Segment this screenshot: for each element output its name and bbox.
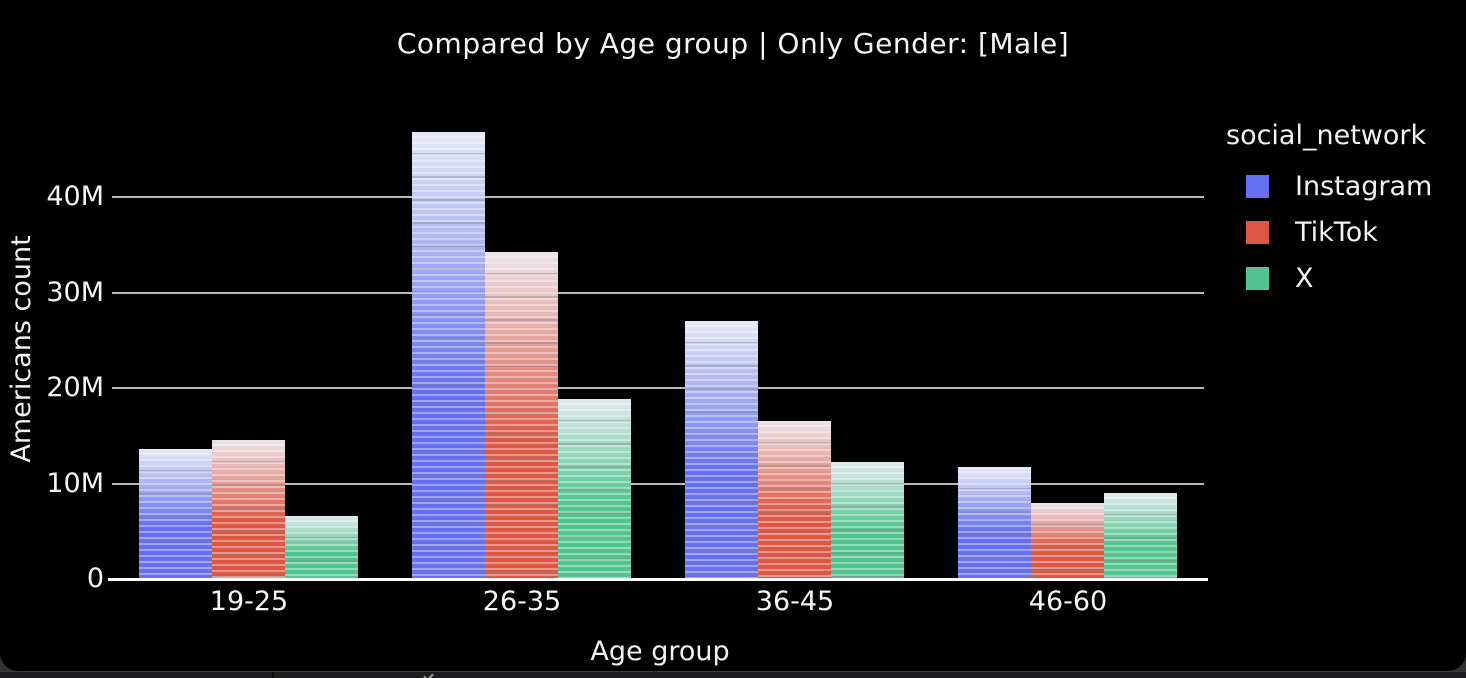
y-tick-label-0: 0 — [86, 563, 104, 594]
x-tick-label-26-35: 26-35 — [482, 586, 562, 617]
strip-separator — [272, 672, 274, 678]
bottom-taskbar-strip — [0, 670, 1466, 678]
legend-item-instagram[interactable]: Instagram — [1222, 163, 1466, 209]
bar-x-26-35[interactable] — [558, 399, 631, 579]
bar-instagram-46-60[interactable] — [958, 467, 1031, 579]
gridline-40M — [112, 196, 1204, 198]
x-axis-title: Age group — [590, 636, 730, 667]
legend-label: X — [1295, 262, 1314, 294]
chart-title: Compared by Age group | Only Gender: [Ma… — [396, 27, 1070, 60]
gridline-30M — [112, 292, 1204, 294]
bar-tiktok-26-35[interactable] — [485, 252, 558, 579]
legend-label: Instagram — [1295, 170, 1433, 202]
legend-item-x[interactable]: X — [1222, 255, 1466, 301]
bar-tiktok-19-25[interactable] — [212, 440, 285, 579]
x-axis-baseline — [108, 578, 1208, 581]
x-tick-label-19-25: 19-25 — [209, 586, 289, 617]
chevron-down-icon — [423, 670, 434, 678]
y-tick-label-30M: 30M — [46, 277, 104, 308]
gridline-10M — [112, 483, 1204, 485]
y-tick-label-40M: 40M — [46, 181, 104, 212]
y-tick-label-10M: 10M — [46, 468, 104, 499]
bar-instagram-19-25[interactable] — [139, 449, 212, 579]
x-tick-label-36-45: 36-45 — [755, 586, 835, 617]
legend-swatch-x — [1246, 266, 1269, 290]
legend-item-tiktok[interactable]: TikTok — [1222, 209, 1466, 255]
gridline-20M — [112, 387, 1204, 389]
bar-x-19-25[interactable] — [285, 516, 358, 579]
bar-x-46-60[interactable] — [1104, 493, 1177, 579]
bar-tiktok-36-45[interactable] — [758, 421, 831, 579]
bar-instagram-26-35[interactable] — [412, 132, 485, 579]
y-tick-label-20M: 20M — [46, 372, 104, 403]
legend: social_network Instagram TikTok X — [1222, 120, 1466, 301]
x-tick-label-46-60: 46-60 — [1028, 586, 1108, 617]
bar-x-36-45[interactable] — [831, 462, 904, 579]
bar-instagram-36-45[interactable] — [685, 321, 758, 579]
legend-swatch-instagram — [1246, 174, 1269, 198]
legend-label: TikTok — [1295, 216, 1378, 248]
legend-items: Instagram TikTok X — [1222, 163, 1466, 301]
legend-swatch-tiktok — [1246, 220, 1269, 244]
bar-tiktok-46-60[interactable] — [1031, 503, 1104, 579]
legend-title: social_network — [1226, 120, 1427, 151]
